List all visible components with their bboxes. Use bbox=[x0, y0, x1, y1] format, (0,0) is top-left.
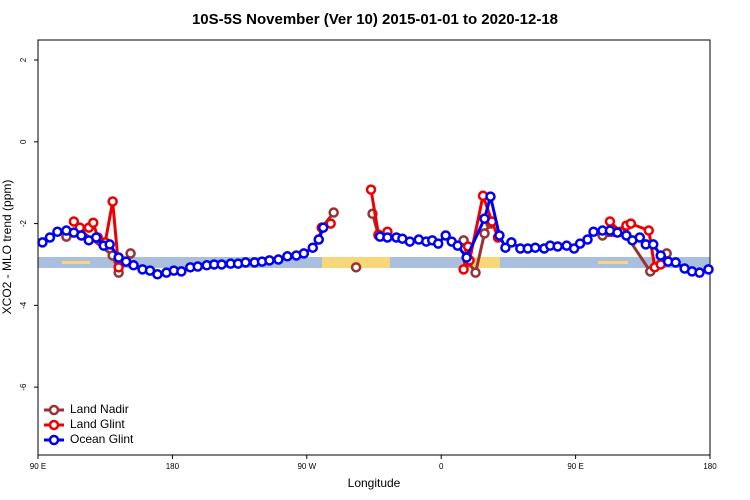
legend-marker bbox=[48, 404, 60, 416]
legend-marker bbox=[48, 434, 60, 446]
data-point bbox=[479, 213, 490, 224]
plot-frame bbox=[37, 39, 711, 456]
data-point bbox=[648, 239, 659, 250]
data-point bbox=[216, 259, 227, 270]
y-axis-label: XCO2 - MLO trend (ppm) bbox=[0, 180, 14, 315]
data-point bbox=[37, 237, 48, 248]
x-tick-label: 90 W bbox=[297, 462, 316, 471]
data-point bbox=[350, 262, 362, 273]
x-tick-label: 0 bbox=[439, 462, 444, 471]
x-tick-label: 90 E bbox=[567, 462, 583, 471]
data-point bbox=[176, 266, 187, 277]
data-point bbox=[452, 240, 463, 251]
data-point bbox=[128, 260, 139, 271]
data-point bbox=[574, 238, 586, 249]
data-point bbox=[470, 267, 481, 278]
data-point bbox=[125, 248, 136, 259]
data-point bbox=[703, 264, 714, 275]
data-point bbox=[458, 264, 469, 275]
data-point bbox=[282, 251, 293, 262]
data-point bbox=[325, 218, 336, 229]
data-point bbox=[90, 232, 102, 243]
data-point bbox=[104, 239, 115, 250]
data-point bbox=[192, 261, 204, 272]
data-point bbox=[76, 230, 87, 241]
y-tick-label: -4 bbox=[19, 301, 28, 309]
data-point bbox=[485, 191, 496, 202]
data-point bbox=[655, 250, 666, 261]
data-point bbox=[107, 196, 118, 207]
data-point bbox=[643, 225, 655, 236]
chart-title: 10S-5S November (Ver 10) 2015-01-01 to 2… bbox=[192, 11, 558, 28]
data-point bbox=[88, 217, 99, 229]
data-point bbox=[625, 218, 637, 229]
x-tick-label: 180 bbox=[166, 462, 180, 471]
y-tick-label: 2 bbox=[19, 57, 28, 62]
data-point bbox=[273, 254, 284, 265]
data-point bbox=[530, 242, 541, 253]
data-point bbox=[317, 222, 329, 233]
data-point bbox=[298, 248, 310, 259]
data-point bbox=[440, 230, 451, 241]
data-point bbox=[612, 227, 623, 238]
data-point bbox=[52, 226, 63, 238]
data-point bbox=[582, 234, 593, 245]
land-patch bbox=[470, 257, 500, 268]
data-point bbox=[113, 252, 124, 263]
data-point bbox=[313, 234, 324, 245]
data-point bbox=[365, 184, 377, 195]
data-point bbox=[113, 262, 124, 273]
legend-label: Ocean Glint bbox=[70, 432, 134, 446]
legend-label: Land Nadir bbox=[70, 402, 129, 416]
data-point bbox=[328, 207, 339, 218]
y-tick-label: -6 bbox=[19, 383, 28, 391]
x-tick-label: 180 bbox=[703, 462, 717, 471]
land-patch bbox=[62, 261, 90, 264]
y-tick-label: -2 bbox=[19, 219, 28, 227]
x-tick-label: 90 E bbox=[30, 462, 46, 471]
data-point bbox=[152, 269, 163, 280]
data-point bbox=[670, 257, 681, 268]
data-point bbox=[552, 241, 563, 252]
data-point bbox=[432, 238, 444, 249]
data-point bbox=[604, 216, 616, 227]
data-point bbox=[44, 232, 56, 243]
data-point bbox=[264, 255, 275, 266]
data-point bbox=[404, 236, 416, 247]
legend-label: Land Glint bbox=[70, 417, 125, 431]
x-axis-label: Longitude bbox=[348, 476, 401, 490]
data-point bbox=[634, 232, 646, 243]
data-point bbox=[68, 216, 80, 227]
data-point bbox=[382, 232, 393, 243]
legend-marker bbox=[48, 419, 60, 431]
y-tick-label: 0 bbox=[19, 139, 28, 144]
data-point bbox=[307, 242, 319, 253]
data-point bbox=[461, 252, 472, 263]
data-point bbox=[694, 267, 705, 278]
data-point bbox=[506, 237, 517, 248]
data-point bbox=[494, 230, 505, 241]
data-point bbox=[240, 257, 251, 268]
land-patch bbox=[598, 261, 628, 264]
data-point bbox=[479, 228, 490, 239]
data-point bbox=[588, 226, 599, 238]
